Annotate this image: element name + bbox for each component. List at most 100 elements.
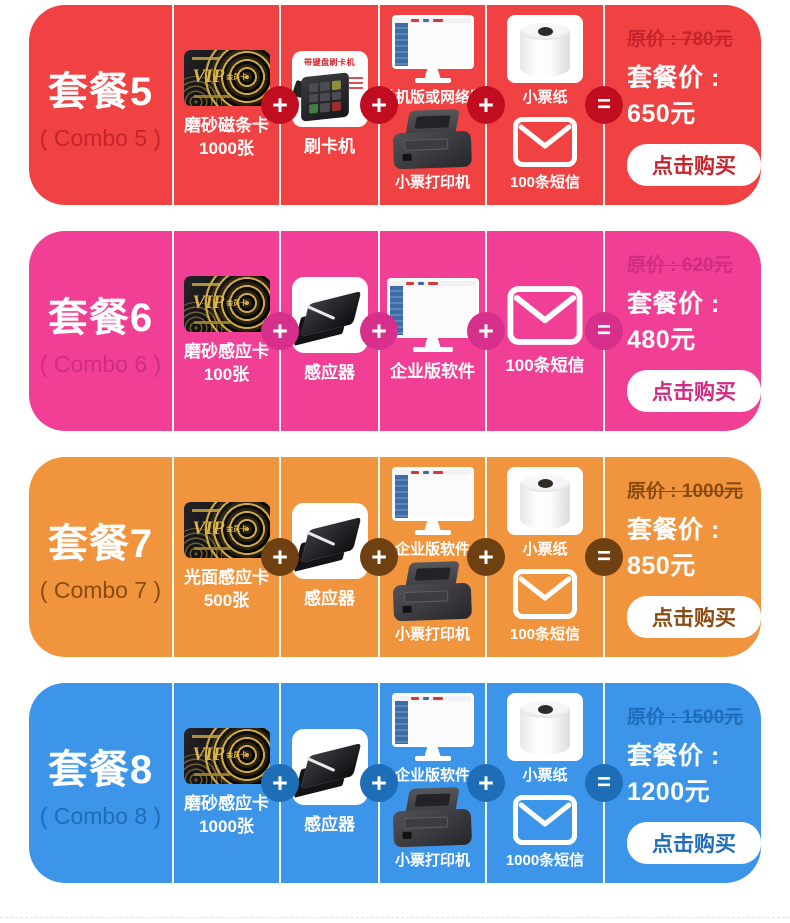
- plus-icon: +: [261, 538, 299, 576]
- item-column-paper-sms: 小票纸 100条短信: [487, 457, 603, 657]
- spec-lines-decor: [348, 77, 363, 92]
- item-sensor: 感应器: [281, 683, 378, 883]
- item-paper: 小票纸: [507, 15, 583, 108]
- envelope-icon: [513, 116, 577, 167]
- item-membership-card: VIP 会员卡 磨砂感应卡 1000张: [174, 683, 279, 883]
- vip-sub-text: 会员卡: [226, 750, 248, 759]
- combo-subtitle: ( Combo 6 ): [39, 350, 162, 377]
- combo-subtitle: ( Combo 5 ): [39, 124, 162, 151]
- combo-card-7: 套餐7 ( Combo 7 ) VIP 会员卡 光面感应卡 500张 感应器: [29, 457, 761, 657]
- item-column-software-printer: 单机版或网络版 小票打印机: [380, 5, 485, 205]
- item-column-software-printer: 企业版软件 小票打印机: [380, 457, 485, 657]
- buy-button[interactable]: 点击购买: [627, 596, 761, 638]
- item-name: 磨砂感应卡: [184, 793, 269, 813]
- vip-brand-text: VIP 会员卡: [193, 293, 248, 312]
- printer-icon: [392, 786, 474, 848]
- monitor-icon: [391, 15, 474, 83]
- item-label: 小票打印机: [394, 173, 470, 191]
- paper-roll-icon: [507, 467, 583, 535]
- sensor-image: [291, 277, 368, 354]
- item-membership-card: VIP 会员卡 光面感应卡 500张: [174, 457, 279, 657]
- plus-icon: +: [360, 86, 398, 124]
- item-label: 小票纸: [522, 767, 568, 784]
- column-divider: [172, 683, 174, 883]
- combo-price: 套餐价 : 850元: [627, 516, 720, 580]
- equals-icon: =: [585, 764, 623, 802]
- equals-icon: =: [585, 86, 623, 124]
- combo-subtitle: ( Combo 8 ): [39, 802, 162, 829]
- plus-icon: +: [261, 312, 299, 350]
- card-reader-image: 带键盘刷卡机: [291, 51, 368, 128]
- item-name: 磨砂磁条卡: [184, 115, 269, 135]
- card-decor-line: [193, 94, 230, 98]
- combo-title: 套餐8: [47, 747, 154, 792]
- plus-icon: +: [360, 538, 398, 576]
- combo-price: 套餐价 : 1200元: [627, 742, 720, 806]
- vip-brand-text: VIP 会员卡: [193, 67, 248, 86]
- price-block: 原价 : 1000元 套餐价 : 850元 点击购买: [605, 457, 761, 657]
- item-name: 光面感应卡: [184, 567, 269, 587]
- item-sms: 100条短信: [510, 560, 580, 645]
- item-printer: 小票打印机: [392, 560, 474, 645]
- item-membership-card: VIP 会员卡 磨砂感应卡 100张: [174, 231, 279, 431]
- item-label: 1000条短信: [505, 851, 585, 869]
- card-decor-line: [191, 734, 220, 738]
- item-software: 企业版软件: [391, 467, 474, 560]
- plus-icon: +: [467, 86, 505, 124]
- card-decor-line: [193, 546, 230, 550]
- plus-icon: +: [467, 312, 505, 350]
- item-label: 100条短信: [505, 355, 585, 375]
- item-label: 刷卡机: [304, 137, 355, 157]
- vip-text: VIP: [192, 517, 225, 539]
- buy-button[interactable]: 点击购买: [627, 144, 761, 186]
- item-label: 小票打印机: [394, 851, 470, 869]
- vip-brand-text: VIP 会员卡: [193, 519, 248, 538]
- item-label: 小票打印机: [394, 625, 470, 643]
- plus-icon: +: [467, 538, 505, 576]
- item-column-software-printer: 企业版软件 小票打印机: [380, 683, 485, 883]
- item-printer: 小票打印机: [392, 786, 474, 871]
- combo-subtitle: ( Combo 7 ): [39, 576, 162, 603]
- paper-roll-icon: [507, 15, 583, 83]
- original-price: 原价 : 1000元: [627, 481, 744, 502]
- envelope-icon: [513, 568, 577, 619]
- item-label: 感应器: [304, 363, 355, 383]
- combo-price: 套餐价 : 480元: [627, 290, 720, 354]
- item-quantity: 100张: [203, 364, 250, 384]
- item-sms: 100条短信: [510, 108, 580, 193]
- buy-button[interactable]: 点击购买: [627, 822, 761, 864]
- item-label: 光面感应卡 500张: [184, 567, 269, 613]
- item-column-software: 企业版软件: [380, 231, 485, 431]
- buy-button[interactable]: 点击购买: [627, 370, 761, 412]
- monitor-icon: [391, 467, 474, 535]
- item-name: 磨砂感应卡: [184, 341, 269, 361]
- card-decor-line: [193, 772, 230, 776]
- printer-icon: [392, 560, 474, 622]
- item-column-sms: 100条短信: [487, 231, 603, 431]
- combo-8-header: 套餐8 ( Combo 8 ): [29, 683, 172, 883]
- vip-sub-text: 会员卡: [226, 298, 248, 307]
- sensor-image: [291, 729, 368, 806]
- vip-card-image: VIP 会员卡: [183, 501, 270, 558]
- combo-title: 套餐6: [47, 295, 154, 340]
- item-software: 单机版或网络版: [380, 15, 485, 108]
- item-label: 100条短信: [509, 625, 581, 643]
- monitor-icon: [391, 693, 474, 761]
- combo-6-header: 套餐6 ( Combo 6 ): [29, 231, 172, 431]
- column-divider: [172, 5, 174, 205]
- item-label: 小票纸: [522, 89, 568, 106]
- item-sensor: 感应器: [281, 231, 378, 431]
- price-block: 原价 : 780元 套餐价 : 650元 点击购买: [605, 5, 761, 205]
- combo-card-5: 套餐5 ( Combo 5 ) VIP 会员卡 磨砂磁条卡 1000张 带键盘刷卡…: [29, 5, 761, 205]
- item-quantity: 1000张: [199, 138, 254, 158]
- plus-icon: +: [261, 86, 299, 124]
- item-software: 企业版软件: [391, 693, 474, 786]
- item-sms: 100条短信: [505, 285, 585, 378]
- price-block: 原价 : 620元 套餐价 : 480元 点击购买: [605, 231, 761, 431]
- combo-7-header: 套餐7 ( Combo 7 ): [29, 457, 172, 657]
- printer-icon: [392, 108, 474, 170]
- item-label: 磨砂感应卡 100张: [184, 341, 269, 387]
- card-decor-line: [191, 56, 220, 60]
- vip-sub-text: 会员卡: [226, 524, 248, 533]
